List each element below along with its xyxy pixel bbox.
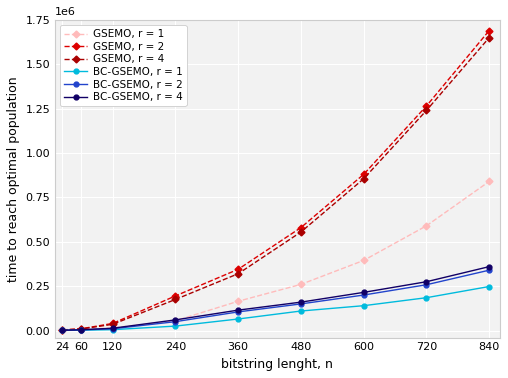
Line: BC-GSEMO, r = 4: BC-GSEMO, r = 4 xyxy=(60,264,492,333)
GSEMO, r = 2 xyxy=(235,267,241,271)
GSEMO, r = 1 xyxy=(59,328,66,332)
BC-GSEMO, r = 1 xyxy=(424,296,430,300)
BC-GSEMO, r = 4 xyxy=(424,279,430,284)
BC-GSEMO, r = 4 xyxy=(78,327,84,332)
BC-GSEMO, r = 4 xyxy=(235,308,241,312)
BC-GSEMO, r = 1 xyxy=(59,328,66,333)
GSEMO, r = 4 xyxy=(172,297,178,302)
BC-GSEMO, r = 2 xyxy=(486,268,492,273)
GSEMO, r = 2 xyxy=(298,225,304,230)
BC-GSEMO, r = 4 xyxy=(361,290,367,294)
X-axis label: bitstring lenght, n: bitstring lenght, n xyxy=(221,358,333,371)
GSEMO, r = 4 xyxy=(235,271,241,276)
BC-GSEMO, r = 2 xyxy=(235,310,241,314)
GSEMO, r = 1 xyxy=(424,223,430,228)
GSEMO, r = 1 xyxy=(361,258,367,263)
GSEMO, r = 4 xyxy=(486,35,492,40)
GSEMO, r = 2 xyxy=(59,328,66,332)
BC-GSEMO, r = 4 xyxy=(172,318,178,322)
BC-GSEMO, r = 1 xyxy=(361,304,367,308)
BC-GSEMO, r = 4 xyxy=(486,264,492,269)
GSEMO, r = 2 xyxy=(486,28,492,33)
Y-axis label: time to reach optimal population: time to reach optimal population xyxy=(7,76,20,282)
GSEMO, r = 4 xyxy=(298,230,304,234)
Text: 1e6: 1e6 xyxy=(55,7,76,17)
Line: BC-GSEMO, r = 2: BC-GSEMO, r = 2 xyxy=(60,268,492,333)
BC-GSEMO, r = 2 xyxy=(361,293,367,297)
GSEMO, r = 1 xyxy=(78,327,84,332)
BC-GSEMO, r = 1 xyxy=(110,327,116,332)
BC-GSEMO, r = 1 xyxy=(172,324,178,328)
BC-GSEMO, r = 1 xyxy=(486,284,492,289)
GSEMO, r = 4 xyxy=(59,328,66,332)
BC-GSEMO, r = 1 xyxy=(235,317,241,321)
BC-GSEMO, r = 1 xyxy=(78,328,84,332)
GSEMO, r = 1 xyxy=(172,319,178,323)
BC-GSEMO, r = 2 xyxy=(172,319,178,324)
GSEMO, r = 4 xyxy=(78,327,84,331)
BC-GSEMO, r = 4 xyxy=(298,300,304,304)
BC-GSEMO, r = 4 xyxy=(59,328,66,333)
GSEMO, r = 2 xyxy=(424,104,430,108)
GSEMO, r = 1 xyxy=(298,282,304,287)
GSEMO, r = 2 xyxy=(110,321,116,326)
GSEMO, r = 2 xyxy=(361,172,367,177)
GSEMO, r = 1 xyxy=(110,325,116,330)
Line: BC-GSEMO, r = 1: BC-GSEMO, r = 1 xyxy=(60,284,492,333)
BC-GSEMO, r = 2 xyxy=(424,282,430,287)
GSEMO, r = 2 xyxy=(172,294,178,298)
BC-GSEMO, r = 2 xyxy=(78,328,84,332)
Legend: GSEMO, r = 1, GSEMO, r = 2, GSEMO, r = 4, BC-GSEMO, r = 1, BC-GSEMO, r = 2, BC-G: GSEMO, r = 1, GSEMO, r = 2, GSEMO, r = 4… xyxy=(60,25,186,107)
Line: GSEMO, r = 1: GSEMO, r = 1 xyxy=(60,179,492,333)
BC-GSEMO, r = 1 xyxy=(298,309,304,313)
Line: GSEMO, r = 4: GSEMO, r = 4 xyxy=(60,35,492,332)
Line: GSEMO, r = 2: GSEMO, r = 2 xyxy=(60,28,492,332)
BC-GSEMO, r = 4 xyxy=(110,326,116,330)
GSEMO, r = 1 xyxy=(486,179,492,184)
BC-GSEMO, r = 2 xyxy=(298,302,304,306)
GSEMO, r = 1 xyxy=(235,299,241,304)
GSEMO, r = 4 xyxy=(424,108,430,113)
GSEMO, r = 4 xyxy=(361,177,367,181)
BC-GSEMO, r = 2 xyxy=(59,328,66,333)
GSEMO, r = 2 xyxy=(78,327,84,331)
BC-GSEMO, r = 2 xyxy=(110,327,116,331)
GSEMO, r = 4 xyxy=(110,322,116,327)
